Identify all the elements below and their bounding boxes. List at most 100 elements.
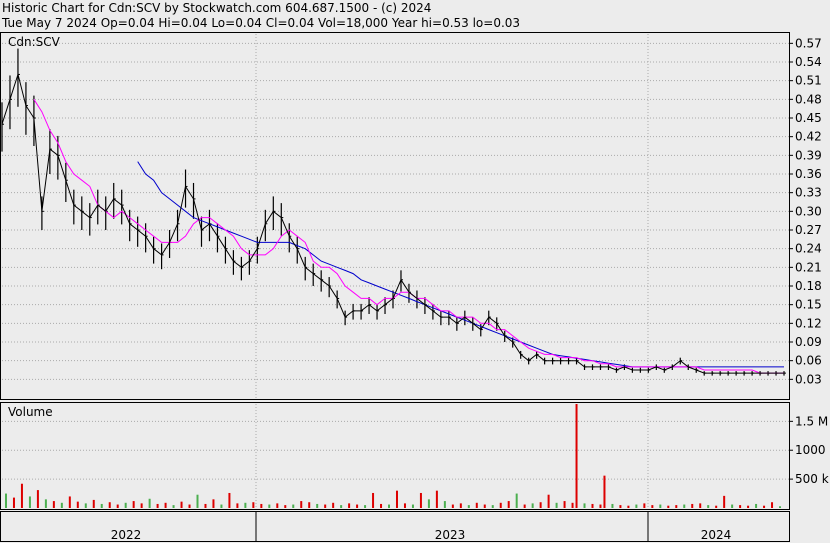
volume-bar	[188, 504, 191, 508]
volume-bar	[44, 499, 47, 508]
price-tick-label: 0.27	[795, 223, 822, 237]
volume-bar	[691, 503, 694, 508]
volume-bar	[292, 504, 295, 508]
volume-bar	[116, 504, 119, 508]
volume-bar	[252, 502, 255, 508]
volume-bar	[356, 504, 359, 508]
volume-bar	[92, 499, 95, 508]
volume-bar	[276, 503, 279, 508]
volume-bar	[499, 502, 502, 508]
volume-bar	[523, 504, 526, 508]
volume-bar	[60, 502, 63, 508]
price-tick-label: 0.18	[795, 279, 822, 293]
volume-bar	[427, 499, 430, 508]
volume-tick-label: 1.5 M	[795, 414, 828, 428]
volume-bar	[4, 493, 7, 508]
volume-tick-label: 1000 k	[795, 443, 830, 457]
volume-bar	[164, 502, 167, 508]
volume-bar	[316, 503, 319, 508]
volume-bar	[443, 501, 446, 508]
volume-bar	[308, 502, 311, 508]
volume-bar	[180, 501, 183, 508]
volume-bar	[731, 504, 734, 508]
volume-bar	[340, 505, 343, 508]
volume-bar	[108, 502, 111, 508]
volume-bar	[611, 503, 614, 508]
price-tick-label: 0.09	[795, 335, 822, 349]
volume-bar	[204, 503, 207, 508]
volume-bar	[68, 496, 71, 508]
volume-bar	[571, 502, 574, 508]
volume-bar	[332, 502, 335, 508]
volume-bar	[28, 496, 31, 508]
volume-bar	[140, 503, 143, 508]
price-tick-label: 0.03	[795, 372, 822, 386]
chart-header-quote: Tue May 7 2024 Op=0.04 Hi=0.04 Lo=0.04 C…	[2, 16, 521, 30]
volume-bar	[603, 475, 606, 508]
volume-bar	[268, 504, 271, 508]
volume-bar	[244, 502, 247, 508]
volume-bar	[779, 506, 782, 508]
price-tick-label: 0.12	[795, 316, 822, 330]
volume-bar	[20, 483, 23, 508]
volume-bar	[675, 505, 678, 508]
volume-bar	[707, 505, 710, 508]
price-tick-label: 0.15	[795, 298, 822, 312]
price-tick-label: 0.21	[795, 260, 822, 274]
volume-bar	[324, 504, 327, 508]
volume-bar	[507, 501, 510, 508]
volume-bar	[755, 503, 758, 508]
volume-bar	[212, 499, 215, 508]
volume-bar	[52, 501, 55, 508]
volume-bar	[483, 504, 486, 508]
price-panel-frame	[0, 32, 790, 400]
volume-bar	[583, 503, 586, 508]
volume-bar	[575, 404, 578, 508]
price-tick-label: 0.06	[795, 354, 822, 368]
volume-bar	[380, 503, 383, 508]
volume-bar	[635, 504, 638, 508]
volume-bar	[236, 503, 239, 508]
volume-bar	[388, 504, 391, 508]
volume-bar	[372, 492, 375, 508]
price-tick-label: 0.39	[795, 148, 822, 162]
volume-bar	[156, 503, 159, 508]
volume-bar	[531, 503, 534, 508]
volume-bar	[747, 505, 750, 508]
volume-bar	[411, 504, 414, 508]
volume-bar	[284, 505, 287, 508]
volume-bar	[395, 490, 398, 508]
volume-bar	[627, 505, 630, 508]
volume-bar	[435, 490, 438, 508]
volume-bar	[76, 501, 79, 508]
volume-bar	[260, 503, 263, 508]
volume-bar	[36, 490, 39, 508]
volume-bar	[491, 505, 494, 508]
volume-tick-label: 500 k	[795, 472, 829, 486]
price-tick-label: 0.36	[795, 167, 822, 181]
volume-bar	[547, 494, 550, 508]
volume-bar	[539, 502, 542, 508]
volume-bar	[348, 503, 351, 508]
volume-bar	[403, 503, 406, 508]
volume-bar	[563, 501, 566, 508]
volume-bar	[196, 494, 199, 508]
volume-bar	[763, 505, 766, 508]
year-label: 2023	[435, 528, 466, 542]
volume-bar	[124, 502, 127, 508]
price-tick-label: 0.48	[795, 92, 822, 106]
volume-bar	[715, 505, 718, 508]
price-tick-label: 0.45	[795, 111, 822, 125]
price-tick-label: 0.24	[795, 242, 822, 256]
volume-bar	[659, 504, 662, 508]
price-panel-title: Cdn:SCV	[8, 35, 61, 49]
volume-bar	[599, 504, 602, 508]
volume-bar	[591, 503, 594, 508]
volume-bar	[771, 502, 774, 508]
volume-bar	[723, 495, 726, 508]
volume-bar	[12, 497, 15, 508]
volume-bar	[651, 505, 654, 508]
price-tick-label: 0.51	[795, 74, 822, 88]
